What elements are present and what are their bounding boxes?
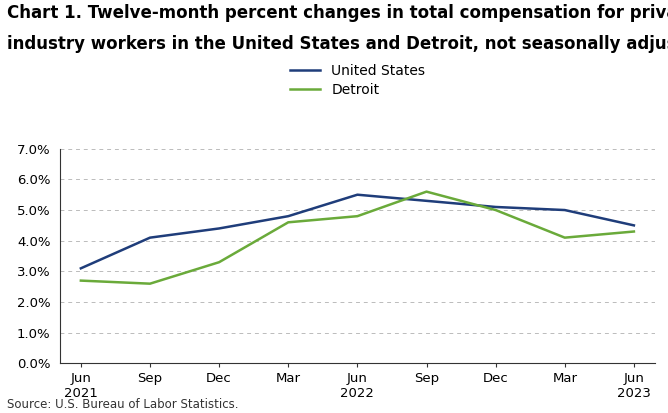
Detroit (560, 235, 568, 240)
Detroit (215, 260, 223, 265)
Detroit (285, 220, 293, 225)
United States (285, 214, 293, 218)
Detroit (422, 189, 430, 194)
Line: United States: United States (81, 195, 634, 268)
United States (215, 226, 223, 231)
Detroit (492, 208, 500, 213)
United States (353, 192, 361, 197)
United States (630, 223, 638, 228)
United States (422, 198, 430, 203)
Text: Source: U.S. Bureau of Labor Statistics.: Source: U.S. Bureau of Labor Statistics. (7, 398, 238, 411)
Text: industry workers in the United States and Detroit, not seasonally adjusted: industry workers in the United States an… (7, 35, 668, 53)
Text: Chart 1. Twelve-month percent changes in total compensation for private: Chart 1. Twelve-month percent changes in… (7, 4, 668, 22)
Line: Detroit: Detroit (81, 192, 634, 284)
United States (492, 204, 500, 209)
Detroit (77, 278, 85, 283)
Detroit (353, 214, 361, 218)
Legend: United States, Detroit: United States, Detroit (284, 59, 431, 102)
Detroit (630, 229, 638, 234)
United States (560, 208, 568, 213)
Detroit (146, 281, 154, 286)
United States (77, 266, 85, 271)
United States (146, 235, 154, 240)
